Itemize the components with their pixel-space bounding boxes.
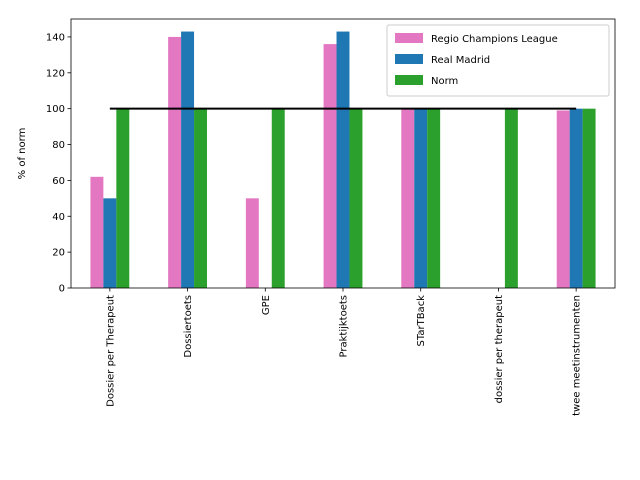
bar-regio-champions-league-1: [168, 36, 182, 288]
bar-regio-champions-league-0: [90, 176, 104, 288]
bar-norm-0: [116, 108, 130, 289]
x-tick-label: dossier per therapeut: [494, 295, 505, 403]
legend-swatch: [395, 33, 423, 43]
y-axis-label: % of norm: [17, 128, 28, 180]
bar-regio-champions-league-2: [245, 198, 259, 288]
y-ticks-layer: 0 20 40 60 80 100 120 140: [46, 32, 71, 295]
x-tick-label: Praktijktoets: [339, 295, 350, 357]
x-tick-label: twee meetinstrumenten: [572, 295, 583, 416]
bar-regio-champions-league-4: [401, 108, 415, 289]
x-tick-label: Dossiertoets: [183, 295, 194, 358]
bar-norm-2: [271, 108, 285, 289]
bar-real-madrid-4: [414, 108, 428, 289]
bar-regio-champions-league-6: [556, 110, 570, 289]
y-tick-label: 0: [59, 284, 65, 295]
x-tick-label: STarTBack: [416, 295, 427, 347]
bar-norm-6: [582, 108, 596, 289]
legend-swatch: [395, 54, 423, 64]
legend-box: [386, 24, 610, 97]
bar-regio-champions-league-3: [323, 44, 337, 289]
bar-real-madrid-3: [336, 31, 350, 288]
y-tick-label: 20: [52, 248, 65, 259]
legend-label: Real Madrid: [431, 55, 490, 66]
y-tick-label: 120: [46, 68, 65, 79]
bar-norm-1: [194, 108, 207, 289]
bar-norm-3: [349, 108, 363, 289]
y-tick-label: 80: [52, 140, 65, 151]
legend: Regio Champions League Real Madrid Norm: [386, 24, 610, 97]
x-tick-label: GPE: [261, 295, 272, 315]
y-tick-label: 100: [46, 104, 65, 115]
bar-real-madrid-1: [181, 31, 195, 288]
y-tick-label: 140: [46, 32, 65, 43]
bar-norm-4: [427, 108, 441, 289]
bar-norm-5: [504, 108, 518, 289]
y-tick-label: 60: [52, 176, 65, 187]
legend-label: Norm: [431, 76, 458, 87]
x-ticks-layer: Dossier per Therapeut Dossiertoets GPE Prak…: [105, 288, 583, 416]
y-tick-label: 40: [52, 212, 65, 223]
legend-swatch: [395, 75, 423, 85]
legend-label: Regio Champions League: [431, 34, 558, 45]
bar-real-madrid-6: [569, 108, 583, 289]
x-tick-label: Dossier per Therapeut: [105, 295, 116, 407]
bars-layer: [90, 31, 596, 289]
bar-real-madrid-0: [103, 198, 117, 288]
